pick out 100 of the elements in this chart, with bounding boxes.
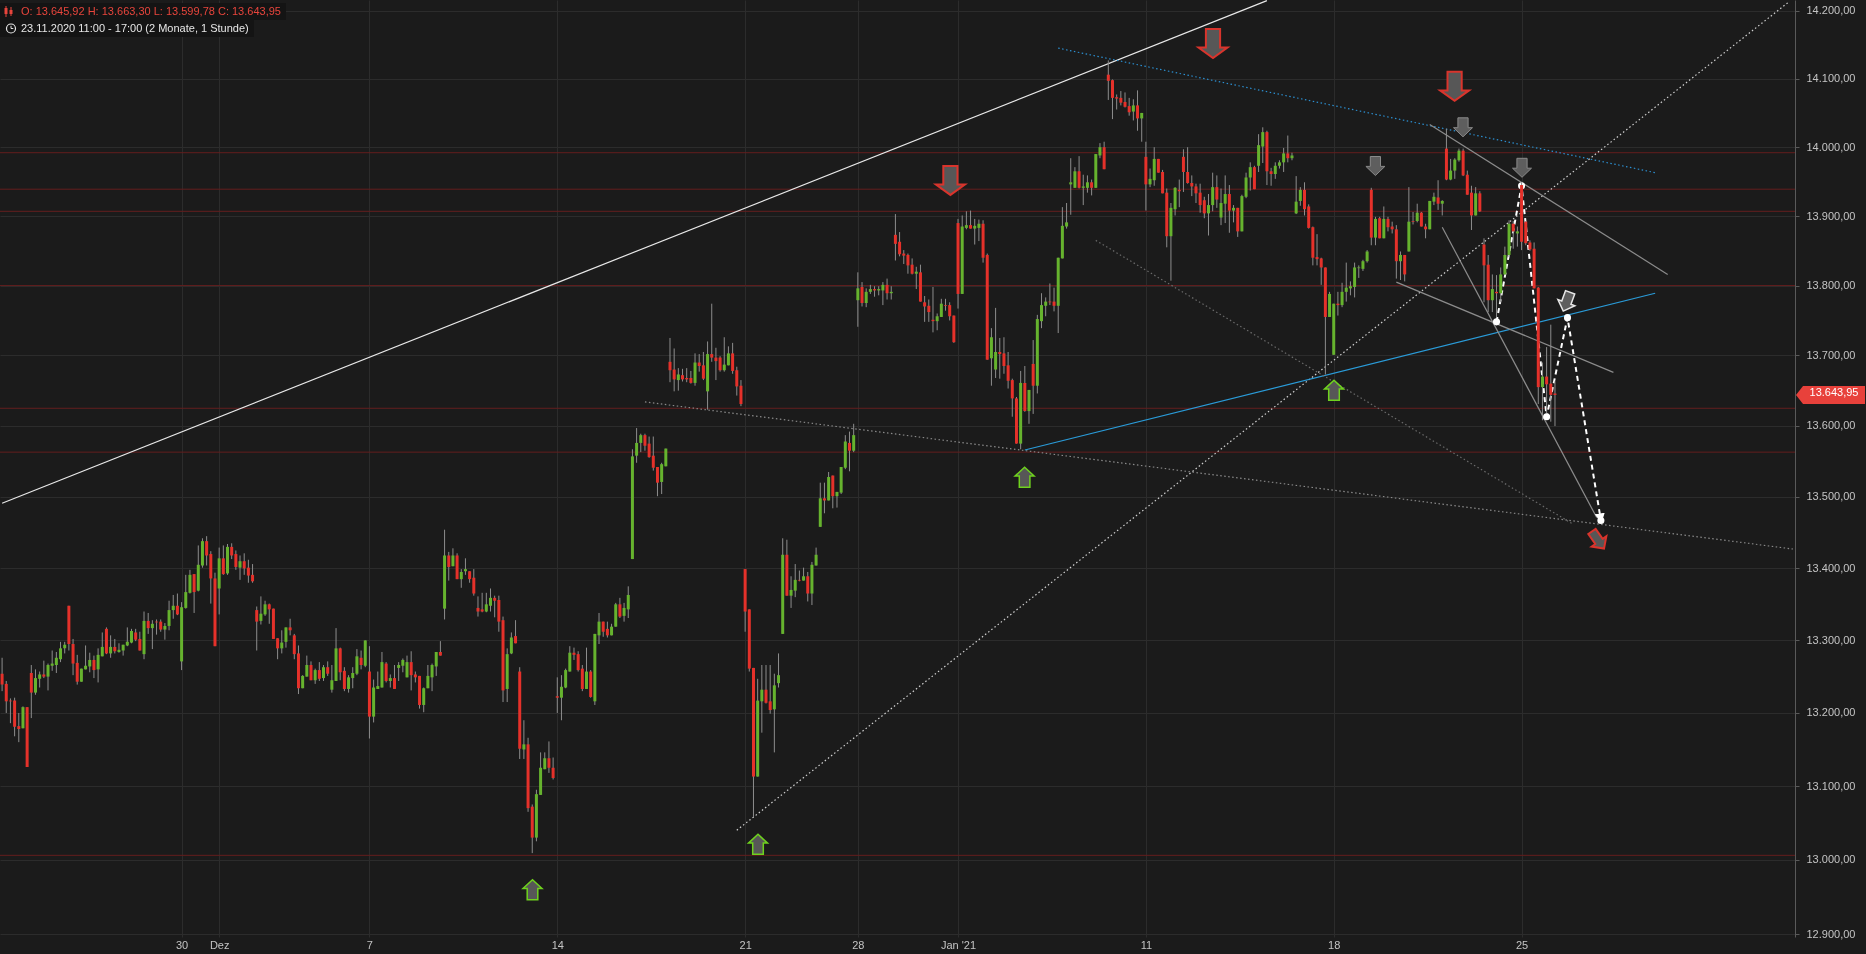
candlestick [1194, 183, 1198, 204]
candlestick [973, 218, 977, 246]
candlestick [1131, 98, 1135, 121]
candlestick [238, 554, 242, 581]
candlestick [1236, 207, 1240, 238]
candlestick [927, 299, 931, 323]
candlestick [1503, 246, 1507, 276]
candlestick [1436, 179, 1440, 211]
candlestick [1499, 266, 1503, 303]
candlestick [171, 594, 175, 620]
y-tick-label: 13.000,00 [1806, 853, 1856, 866]
candlestick [359, 650, 363, 670]
x-tick-label: 30 [175, 938, 189, 951]
text: 23.11.2020 11:00 - 17:00 (2 Monate, 1 Stunde) [0, 20, 254, 37]
x-tick-label: 7 [366, 938, 373, 951]
candlestick [54, 651, 58, 674]
candlestick [1219, 188, 1223, 226]
candlestick [693, 352, 697, 387]
candlestick [1077, 155, 1081, 190]
candlestick [885, 278, 889, 301]
candlestick [488, 587, 492, 613]
candlestick [92, 655, 96, 679]
candlestick [497, 595, 501, 633]
candlestick [1227, 184, 1231, 234]
y-tick-label: 12.900,00 [1806, 927, 1856, 940]
candlestick [614, 602, 618, 628]
candlestick [994, 307, 998, 379]
candlestick [1211, 172, 1215, 212]
candlestick [948, 301, 952, 321]
y-tick-label: 13.500,00 [1806, 490, 1856, 503]
candlestick [1206, 193, 1210, 237]
candlestick [618, 597, 622, 619]
candlestick [1315, 233, 1319, 266]
candlestick [547, 740, 551, 774]
candlestick [459, 568, 463, 589]
candlestick [768, 664, 772, 715]
candlestick [1340, 282, 1344, 308]
candlestick [1319, 257, 1323, 286]
candlestick [860, 281, 864, 307]
candlestick [1415, 203, 1419, 223]
candlestick [1344, 262, 1348, 303]
candlestick [288, 618, 292, 636]
candlestick [493, 595, 497, 618]
candlestick [472, 568, 476, 597]
candlestick [1298, 186, 1302, 207]
candlestick [1248, 161, 1252, 192]
candlestick [1474, 186, 1478, 216]
x-tick-label: 28 [852, 938, 865, 951]
candlestick [1511, 220, 1515, 250]
candlestick [668, 337, 672, 383]
candlestick [1382, 205, 1386, 239]
candlestick [1261, 126, 1265, 164]
candlestick [772, 673, 776, 753]
candlestick [1136, 89, 1140, 132]
candlestick [998, 337, 1002, 380]
candlestick [789, 575, 793, 609]
candlestick [777, 652, 781, 689]
candlestick [1140, 112, 1144, 143]
candlestick [422, 687, 426, 713]
candlestick [806, 571, 810, 602]
candlestick [167, 600, 171, 631]
candlestick [392, 664, 396, 690]
candlestick [251, 563, 255, 584]
y-tick-label: 13.100,00 [1806, 779, 1856, 792]
candlestick [221, 544, 225, 576]
candlestick [893, 213, 897, 262]
candlestick [739, 379, 743, 407]
candlestick [1223, 174, 1227, 224]
candlestick [234, 549, 238, 571]
y-tick-label: 13.800,00 [1806, 279, 1856, 292]
candlestick [1102, 141, 1106, 170]
x-tick-label: 21 [739, 938, 752, 951]
candlestick [317, 661, 321, 682]
candlestick [1482, 237, 1486, 303]
candlestick [1069, 157, 1073, 216]
candlestick [635, 427, 639, 464]
candlestick [760, 664, 764, 734]
x-tick-label: 25 [1515, 938, 1529, 951]
candlestick [689, 370, 693, 385]
candlestick [1002, 336, 1006, 375]
candlestick [1198, 183, 1202, 214]
candlestick [672, 347, 676, 392]
candlestick [1106, 59, 1110, 101]
point [1543, 413, 1551, 421]
candlestick [1373, 216, 1377, 246]
candlestick [46, 663, 50, 691]
candlestick [59, 641, 63, 663]
candlestick [639, 433, 643, 453]
candlestick [455, 552, 459, 580]
candlestick [822, 482, 826, 514]
candlestick [831, 475, 835, 509]
candlestick [1478, 190, 1482, 213]
candlestick [1181, 148, 1185, 193]
candlestick [33, 668, 37, 696]
candlestick [914, 266, 918, 290]
candlestick [1286, 135, 1290, 163]
candlestick [1081, 174, 1085, 206]
candlestick [163, 622, 167, 641]
candlestick [944, 298, 948, 312]
candlestick [1202, 196, 1206, 219]
